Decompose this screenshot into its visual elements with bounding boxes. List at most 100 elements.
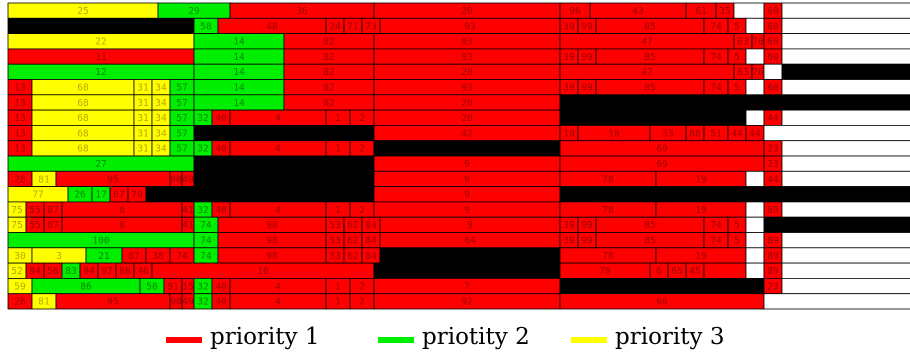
- cell-label-r0-c0: 25: [77, 6, 88, 17]
- cell-label-r16-c7: 98: [266, 251, 278, 262]
- cell-label-r16-c8: 53: [329, 251, 340, 262]
- cell-label-r9-c2: 31: [137, 144, 149, 155]
- cell-label-r6-c1: 68: [77, 98, 89, 109]
- cell-label-r1-c5: 73: [365, 21, 376, 32]
- cell-label-r15-c5: 84: [365, 235, 377, 246]
- cell-label-r17-c3: 83: [65, 266, 76, 277]
- cell-label-r14-c12: 99: [581, 220, 593, 231]
- cell-label-r2-c1: 14: [233, 37, 245, 48]
- cell-label-r6-c6: 82: [323, 98, 334, 109]
- cell-label-r7-c7: 4: [275, 113, 281, 124]
- cell-label-r19-c1: 81: [38, 297, 50, 308]
- legend-label-priority-1: priority 1: [210, 324, 320, 350]
- cell-label-r9-c7: 4: [275, 144, 281, 155]
- cell-label-r3-c8: 5: [734, 52, 740, 63]
- cell-label-r5-c14: 60: [767, 82, 779, 93]
- cell-r17-c15: [745, 262, 765, 279]
- cell-label-r7-c6: 40: [215, 113, 227, 124]
- cell-label-r11-c10: 44: [767, 174, 779, 185]
- cell-label-r17-c4: 94: [83, 266, 95, 277]
- cell-label-r9-c11: 69: [656, 144, 668, 155]
- cell-label-r2-c7: 60: [767, 37, 779, 48]
- cell-r5-c13: [745, 79, 765, 96]
- cell-label-r1-c2: 48: [266, 21, 278, 32]
- cell-label-r19-c11: 66: [656, 297, 668, 308]
- cell-label-r9-c9: 2: [359, 144, 365, 155]
- cell-r17-c9: [373, 262, 561, 279]
- cell-label-r17-c6: 80: [119, 266, 131, 277]
- cell-label-r17-c11: 6: [656, 266, 662, 277]
- cell-label-r13-c4: 41: [182, 205, 194, 216]
- cell-label-r5-c5: 14: [233, 82, 245, 93]
- cell-label-r1-c8: 99: [581, 21, 593, 32]
- cell-r8-c14: [763, 125, 910, 142]
- cell-label-r7-c5: 32: [197, 113, 208, 124]
- cell-label-r19-c2: 95: [107, 297, 118, 308]
- cell-label-r1-c4: 71: [347, 21, 359, 32]
- cell-label-r14-c10: 9: [467, 220, 473, 231]
- cell-label-r15-c4: 62: [347, 235, 358, 246]
- cell-label-r0-c7: 35: [719, 6, 730, 17]
- cell-r17-c17: [781, 262, 910, 279]
- cell-label-r15-c13: 89: [767, 235, 779, 246]
- cell-r13-c15: [781, 201, 910, 218]
- cell-label-r6-c4: 57: [176, 98, 187, 109]
- cell-r3-c11: [781, 48, 910, 65]
- cell-label-r18-c8: 1: [335, 281, 341, 292]
- cell-label-r10-c4: 23: [767, 159, 778, 170]
- cell-label-r11-c2: 95: [107, 174, 118, 185]
- cell-label-r19-c5: 32: [197, 297, 208, 308]
- cell-r7-c14: [781, 109, 910, 126]
- cell-label-r8-c2: 31: [137, 128, 149, 139]
- cell-label-r10-c2: 9: [464, 159, 470, 170]
- cell-r9-c10: [373, 140, 561, 157]
- cell-label-r13-c7: 4: [275, 205, 281, 216]
- cell-r18-c11: [559, 277, 765, 295]
- cell-label-r12-c4: 70: [131, 190, 143, 201]
- cell-label-r9-c0: 13: [14, 144, 25, 155]
- cell-label-r16-c9: 62: [347, 251, 358, 262]
- cell-label-r13-c12: 19: [695, 205, 707, 216]
- cell-label-r16-c0: 30: [14, 251, 26, 262]
- cell-r7-c11: [559, 109, 747, 126]
- cell-label-r18-c7: 4: [275, 281, 281, 292]
- cell-label-r7-c13: 44: [767, 113, 779, 124]
- cell-label-r11-c1: 81: [38, 174, 50, 185]
- cell-r19-c12: [763, 293, 910, 310]
- cell-label-r17-c0: 52: [11, 266, 22, 277]
- cell-label-r3-c6: 85: [644, 52, 655, 63]
- cell-label-r8-c3: 34: [155, 128, 167, 139]
- cell-label-r4-c0: 12: [95, 67, 106, 78]
- cell-label-r3-c7: 74: [710, 52, 722, 63]
- cell-r16-c16: [781, 247, 910, 264]
- cell-label-r13-c0: 75: [11, 205, 22, 216]
- cell-label-r15-c3: 53: [329, 235, 340, 246]
- cell-r12-c5: [145, 186, 375, 203]
- cell-label-r16-c2: 21: [98, 251, 110, 262]
- cell-label-r7-c10: 20: [461, 113, 473, 124]
- cell-label-r0-c3: 20: [461, 6, 473, 17]
- cell-label-r7-c2: 31: [137, 113, 149, 124]
- cell-label-r13-c3: 8: [119, 205, 125, 216]
- cell-label-r11-c6: 9: [464, 174, 470, 185]
- cell-r4-c8: [781, 63, 910, 80]
- cell-label-r7-c3: 34: [155, 113, 167, 124]
- cell-label-r16-c5: 74: [176, 251, 188, 262]
- cell-label-r8-c13: 44: [749, 128, 761, 139]
- cell-label-r6-c3: 34: [155, 98, 167, 109]
- cell-label-r11-c4: 49: [182, 174, 194, 185]
- cell-r11-c11: [781, 170, 910, 188]
- cell-label-r16-c3: 87: [128, 251, 139, 262]
- cell-label-r1-c9: 85: [644, 21, 655, 32]
- cell-label-r18-c9: 2: [359, 281, 365, 292]
- cell-label-r17-c13: 45: [689, 266, 700, 277]
- cell-label-r5-c0: 13: [14, 82, 25, 93]
- cell-label-r13-c11: 78: [602, 205, 614, 216]
- cell-r12-c7: [559, 186, 910, 203]
- cell-r4-c7: [763, 63, 783, 80]
- cell-label-r2-c6: 76: [752, 37, 764, 48]
- legend-label-priority-2: priotity 2: [422, 324, 530, 350]
- cell-label-r14-c3: 8: [119, 220, 125, 231]
- cell-label-r1-c13: 60: [767, 21, 779, 32]
